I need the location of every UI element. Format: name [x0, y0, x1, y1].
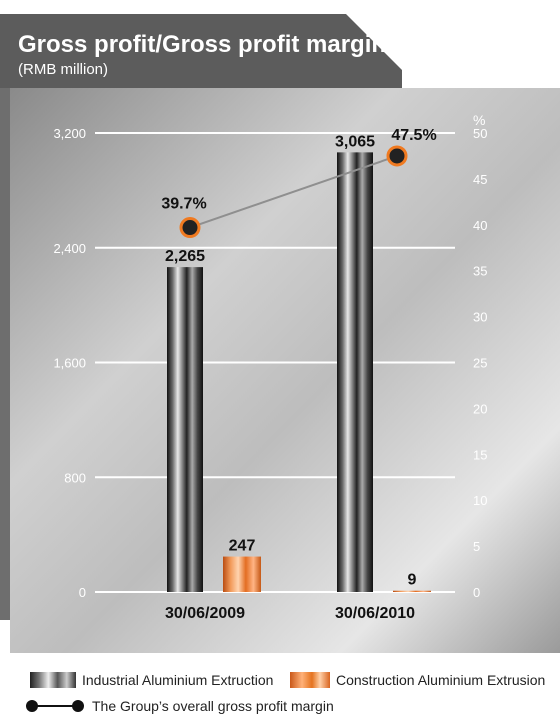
left-tick-label: 3,200: [53, 126, 86, 141]
bar-value-label: 3,065: [335, 133, 375, 150]
x-axis-labels: 30/06/2009 30/06/2010: [165, 605, 415, 622]
industrial-swatch: [30, 672, 76, 688]
gridlines: [95, 132, 455, 593]
margin-line-path: [189, 155, 398, 229]
title-banner: [0, 14, 402, 88]
margin-point-label: 47.5%: [391, 127, 436, 144]
bar-value-label: 9: [408, 572, 417, 589]
right-y-axis: 0 5 10 15 20 25 30 35 40 45 50: [473, 126, 487, 600]
right-tick-label: 40: [473, 218, 487, 233]
bar-value-label: 247: [229, 538, 256, 555]
right-tick-label: 0: [473, 585, 480, 600]
bar-construction: [223, 556, 261, 592]
right-tick-label: 15: [473, 447, 487, 462]
right-tick-label: 5: [473, 539, 480, 554]
left-tick-label: 800: [64, 470, 86, 485]
right-tick-label: 10: [473, 493, 487, 508]
bar-industrial: [337, 152, 373, 592]
right-axis-unit: %: [473, 112, 485, 128]
bar-industrial: [167, 267, 203, 592]
right-tick-label: 35: [473, 264, 487, 279]
right-tick-label: 50: [473, 126, 487, 141]
legend-label-construction: Construction Aluminium Extrusion: [336, 672, 546, 688]
left-tick-label: 0: [79, 585, 86, 600]
legend-item-construction: Construction Aluminium Extrusion: [290, 672, 545, 688]
right-tick-label: 25: [473, 356, 487, 371]
right-tick-label: 20: [473, 401, 487, 416]
left-y-axis: 0 800 1,600 2,400 3,200: [53, 126, 86, 600]
margin-point-label: 39.7%: [161, 196, 206, 213]
left-tick-label: 1,600: [53, 356, 86, 371]
left-tick-label: 2,400: [53, 241, 86, 256]
margin-point: [179, 217, 201, 239]
margin-line: 39.7% 47.5%: [161, 127, 437, 239]
plot-background: [10, 88, 560, 653]
margin-point: [386, 145, 408, 167]
x-tick-label: 30/06/2009: [165, 605, 245, 622]
legend-label-industrial: Industrial Aluminium Extruction: [82, 672, 274, 688]
legend-item-margin: The Group’s overall gross profit margin: [26, 698, 334, 714]
bars: 2,265 247 3,065 9: [165, 133, 431, 592]
right-tick-label: 30: [473, 310, 487, 325]
x-tick-label: 30/06/2010: [335, 605, 415, 622]
right-tick-label: 45: [473, 172, 487, 187]
bar-value-label: 2,265: [165, 248, 205, 265]
bar-construction: [393, 590, 431, 592]
chart-title: Gross profit/Gross profit margin: [18, 31, 386, 58]
legend-item-industrial: Industrial Aluminium Extruction: [30, 672, 273, 688]
chart-subtitle: (RMB million): [18, 61, 108, 78]
legend-label-margin: The Group’s overall gross profit margin: [92, 698, 334, 714]
margin-line-swatch: [26, 698, 84, 714]
construction-swatch: [290, 672, 330, 688]
